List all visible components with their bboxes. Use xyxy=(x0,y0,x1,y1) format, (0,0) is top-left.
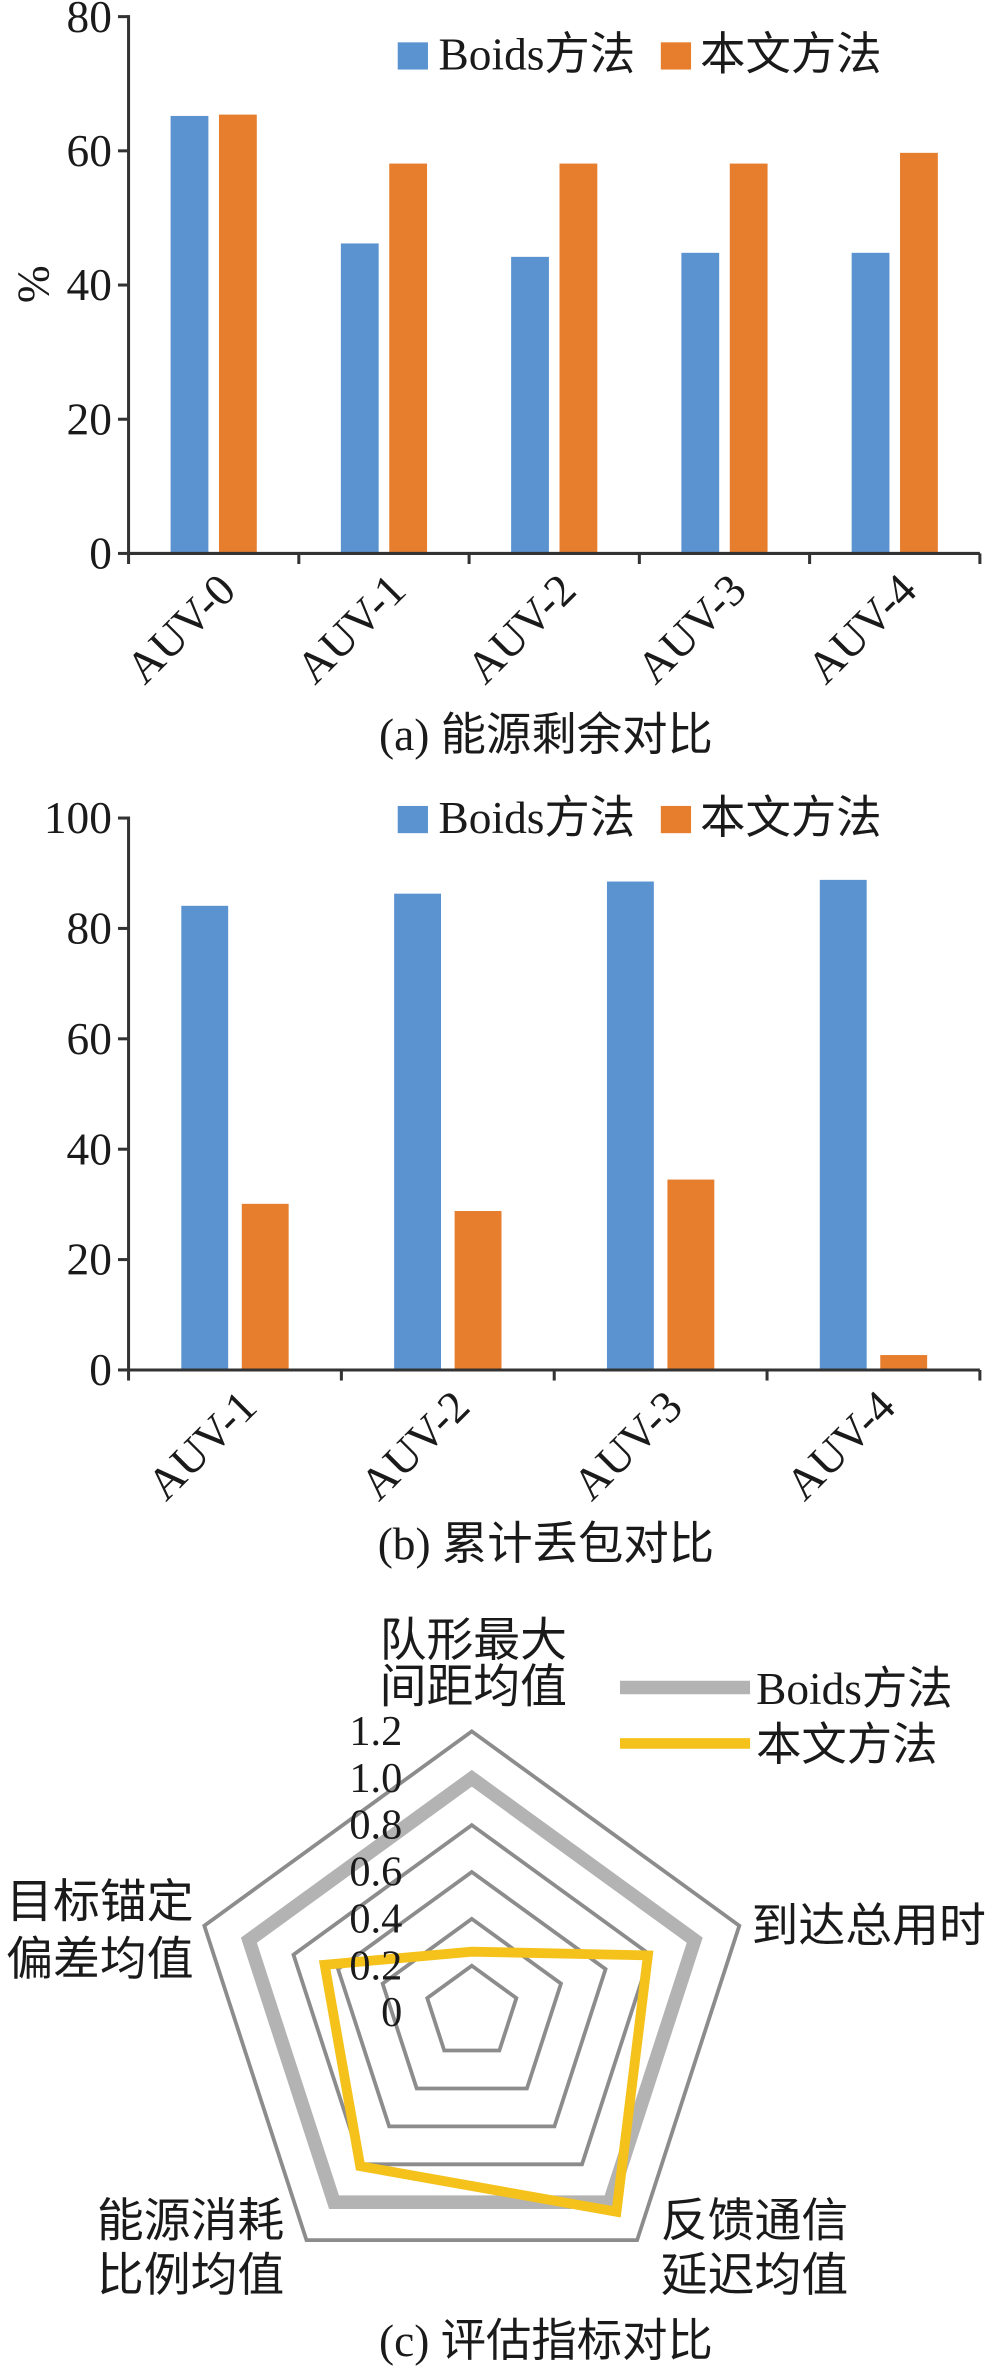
bar-proposed-auv-2 xyxy=(559,163,598,554)
x-tick-label: AUV-3 xyxy=(563,1381,692,1510)
y-tick-label: 100 xyxy=(44,793,112,843)
bar-boids-auv-4 xyxy=(819,879,867,1370)
y-tick-label: 80 xyxy=(67,0,112,42)
bar-proposed-auv-1 xyxy=(389,163,428,554)
bar-proposed-auv-0 xyxy=(218,114,257,554)
radar-tick-label: 0 xyxy=(381,1989,402,2036)
bar-boids-auv-1 xyxy=(181,905,229,1370)
energy-remaining-plot: 0 20 40 60 80 AUV-0 AUV-1 AUV-2 AUV-3 AUV-4 xyxy=(67,0,982,693)
x-tick-label: AUV-2 xyxy=(457,564,586,693)
energy-remaining-chart: 0 20 40 60 80 AUV-0 AUV-1 AUV-2 AUV-3 AUV-4 % Boi… xyxy=(8,0,982,760)
radar-axis-label: 偏差均值 xyxy=(6,1934,193,1986)
radar-grid-ring xyxy=(380,1916,564,2091)
bar-boids-auv-3 xyxy=(681,252,720,554)
chart-caption: (a) 能源剩余对比 xyxy=(379,710,713,760)
legend-swatch-boids xyxy=(397,42,428,70)
y-tick-label: 80 xyxy=(67,904,112,954)
evaluation-radar-chart: 00.20.40.60.81.01.2 队形最大间距均值到达总用时反馈通信延迟均值… xyxy=(6,1615,986,2366)
x-tick-label: AUV-0 xyxy=(116,564,245,693)
bar-boids-auv-4 xyxy=(851,252,890,554)
radar-grid-ring xyxy=(291,1822,653,2167)
radar-series-boids xyxy=(240,1769,703,2210)
radar-grid-ring xyxy=(425,1963,519,2053)
radar-tick-label: 0.2 xyxy=(349,1942,402,1989)
radar-tick-label: 0.4 xyxy=(349,1895,402,1942)
bar-boids-auv-1 xyxy=(340,243,379,554)
radar-axis-label: 目标锚定 xyxy=(6,1876,193,1928)
bar-boids-auv-2 xyxy=(394,893,442,1370)
radar-axis-label: 能源消耗 xyxy=(97,2195,284,2247)
y-tick-label: 60 xyxy=(67,126,112,176)
radar-axis-label: 到达总用时 xyxy=(752,1901,986,1953)
radar-plot: 00.20.40.60.81.01.2 队形最大间距均值到达总用时反馈通信延迟均值… xyxy=(6,1615,986,2302)
radar-series-proposed xyxy=(318,1946,654,2218)
packet-loss-plot: 0 20 40 60 80 100 AUV-1 AUV-2 AUV-3 AUV-4 xyxy=(44,793,982,1510)
x-tick-label: AUV-4 xyxy=(797,564,926,693)
legend-swatch-proposed xyxy=(660,42,692,70)
legend-swatch-boids xyxy=(397,805,428,834)
radar-tick-label: 0.8 xyxy=(349,1802,402,1849)
legend-swatch-proposed xyxy=(660,805,692,834)
y-tick-label: 60 xyxy=(67,1014,112,1064)
bar-proposed-auv-1 xyxy=(241,1203,289,1370)
x-tick-label: AUV-1 xyxy=(287,564,416,693)
packet-loss-chart: 0 20 40 60 80 100 AUV-1 AUV-2 AUV-3 AUV-4 Boids方法… xyxy=(44,793,982,1569)
bar-proposed-auv-4 xyxy=(880,1355,928,1370)
y-tick-label: 40 xyxy=(67,1124,112,1174)
radar-tick-label: 1.2 xyxy=(349,1708,402,1755)
radar-tick-label: 1.0 xyxy=(349,1755,402,1802)
bar-proposed-auv-2 xyxy=(454,1211,502,1370)
y-axis-label: % xyxy=(8,265,58,303)
x-tick-label: AUV-1 xyxy=(138,1381,267,1510)
legend-label-proposed: 本文方法 xyxy=(756,1720,937,1770)
radar-axis-label: 延迟均值 xyxy=(661,2250,848,2302)
y-tick-label: 20 xyxy=(67,394,112,444)
chart-caption: (c) 评估指标对比 xyxy=(379,2316,713,2366)
radar-grid-ring xyxy=(202,1729,742,2243)
chart-caption: (b) 累计丢包对比 xyxy=(378,1519,714,1569)
bar-proposed-auv-4 xyxy=(900,152,938,554)
radar-axis-label: 反馈通信 xyxy=(661,2195,848,2247)
legend-label-boids: Boids方法 xyxy=(439,30,636,80)
legend-label-proposed: 本文方法 xyxy=(700,793,881,843)
legend-label-boids: Boids方法 xyxy=(439,793,636,843)
bar-proposed-auv-3 xyxy=(729,163,768,554)
radar-axis-label: 队形最大 xyxy=(380,1615,567,1667)
y-tick-label: 0 xyxy=(89,529,112,579)
radar-axis-label: 比例均值 xyxy=(97,2250,284,2302)
radar-axis-label: 间距均值 xyxy=(380,1662,567,1714)
bar-proposed-auv-3 xyxy=(667,1179,715,1370)
y-tick-label: 0 xyxy=(89,1345,112,1395)
x-tick-label: AUV-4 xyxy=(776,1381,905,1510)
x-tick-label: AUV-2 xyxy=(350,1381,479,1510)
bar-boids-auv-0 xyxy=(170,115,209,554)
x-tick-label: AUV-3 xyxy=(627,564,756,693)
legend: Boids方法 本文方法 xyxy=(397,30,882,80)
legend-label-proposed: 本文方法 xyxy=(700,30,881,80)
bar-boids-auv-2 xyxy=(511,256,549,554)
radar-legend: Boids方法 本文方法 xyxy=(619,1664,953,1770)
bar-boids-auv-3 xyxy=(606,881,654,1370)
legend: Boids方法 本文方法 xyxy=(397,793,882,843)
radar-tick-label: 0.6 xyxy=(349,1849,402,1896)
legend-label-boids: Boids方法 xyxy=(756,1664,953,1714)
y-tick-label: 40 xyxy=(67,260,112,310)
y-tick-label: 20 xyxy=(67,1235,112,1285)
